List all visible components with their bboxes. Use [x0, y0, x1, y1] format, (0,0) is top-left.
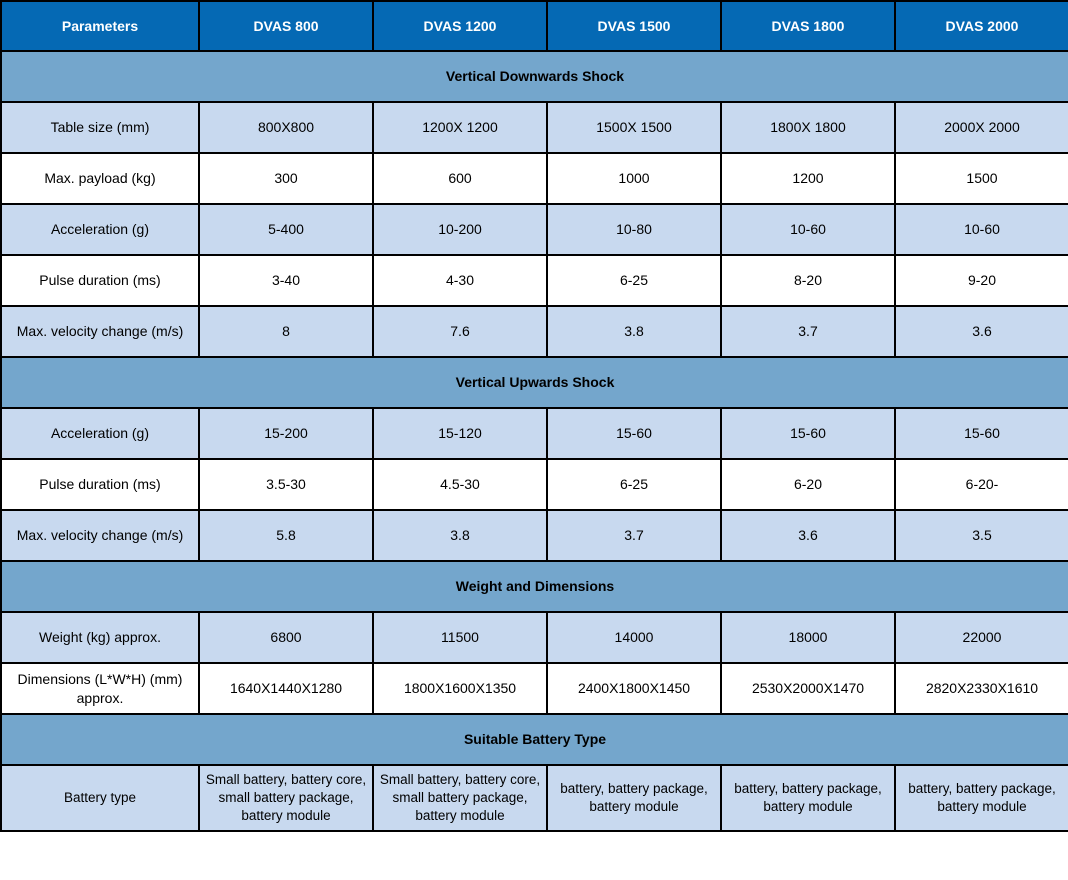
cell-value: 1000	[546, 152, 722, 205]
column-header-model: DVAS 2000	[894, 0, 1068, 52]
cell-value: 1200	[720, 152, 896, 205]
cell-value: 2530X2000X1470	[720, 662, 896, 715]
cell-value: 3.8	[372, 509, 548, 562]
cell-value: 14000	[546, 611, 722, 664]
cell-value: 22000	[894, 611, 1068, 664]
cell-value: 15-60	[546, 407, 722, 460]
cell-value: Small battery, battery core, small batte…	[372, 764, 548, 832]
row-label: Max. payload (kg)	[0, 152, 200, 205]
cell-value: 600	[372, 152, 548, 205]
table-row: Acceleration (g) 15-200 15-120 15-60 15-60 15…	[0, 407, 1068, 460]
cell-value: 15-120	[372, 407, 548, 460]
row-label: Max. velocity change (m/s)	[0, 509, 200, 562]
row-label: Dimensions (L*W*H) (mm) approx.	[0, 662, 200, 715]
cell-value: 7.6	[372, 305, 548, 358]
cell-value: 10-200	[372, 203, 548, 256]
table-row: Max. velocity change (m/s) 5.8 3.8 3.7 3.6 3.…	[0, 509, 1068, 562]
table-row: Weight (kg) approx. 6800 11500 14000 18000 22…	[0, 611, 1068, 664]
cell-value: 15-60	[720, 407, 896, 460]
cell-value: 300	[198, 152, 374, 205]
section-title: Suitable Battery Type	[0, 713, 1068, 766]
cell-value: 3-40	[198, 254, 374, 307]
cell-value: 3.6	[720, 509, 896, 562]
cell-value: 15-200	[198, 407, 374, 460]
row-label: Max. velocity change (m/s)	[0, 305, 200, 358]
cell-value: 800X800	[198, 101, 374, 154]
cell-value: 15-60	[894, 407, 1068, 460]
cell-value: 3.7	[720, 305, 896, 358]
cell-value: 1500X 1500	[546, 101, 722, 154]
cell-value: 3.7	[546, 509, 722, 562]
section-header-row: Vertical Upwards Shock	[0, 356, 1068, 409]
cell-value: battery, battery package, battery module	[546, 764, 722, 832]
cell-value: 10-80	[546, 203, 722, 256]
cell-value: 1500	[894, 152, 1068, 205]
row-label: Table size (mm)	[0, 101, 200, 154]
cell-value: 10-60	[720, 203, 896, 256]
section-header-row: Vertical Downwards Shock	[0, 50, 1068, 103]
table-row: Max. payload (kg) 300 600 1000 1200 1500	[0, 152, 1068, 205]
table-row: Dimensions (L*W*H) (mm) approx. 1640X1440…	[0, 662, 1068, 715]
section-title: Vertical Upwards Shock	[0, 356, 1068, 409]
specs-table: Parameters DVAS 800 DVAS 1200 DVAS 1500 DVAS…	[0, 0, 1068, 832]
cell-value: 2820X2330X1610	[894, 662, 1068, 715]
column-header-model: DVAS 1800	[720, 0, 896, 52]
cell-value: 6800	[198, 611, 374, 664]
row-label: Pulse duration (ms)	[0, 254, 200, 307]
cell-value: 1800X1600X1350	[372, 662, 548, 715]
cell-value: battery, battery package, battery module	[894, 764, 1068, 832]
cell-value: battery, battery package, battery module	[720, 764, 896, 832]
row-label: Acceleration (g)	[0, 203, 200, 256]
cell-value: 6-20-	[894, 458, 1068, 511]
cell-value: 9-20	[894, 254, 1068, 307]
table-row: Battery type Small battery, battery core,…	[0, 764, 1068, 832]
table-row: Table size (mm) 800X800 1200X 1200 1500X 15…	[0, 101, 1068, 154]
cell-value: 1640X1440X1280	[198, 662, 374, 715]
table-row: Max. velocity change (m/s) 8 7.6 3.8 3.7 3.6	[0, 305, 1068, 358]
table-row: Acceleration (g) 5-400 10-200 10-80 10-60 10-…	[0, 203, 1068, 256]
row-label: Pulse duration (ms)	[0, 458, 200, 511]
cell-value: Small battery, battery core, small batte…	[198, 764, 374, 832]
cell-value: 18000	[720, 611, 896, 664]
header-row: Parameters DVAS 800 DVAS 1200 DVAS 1500 DVAS…	[0, 0, 1068, 52]
cell-value: 3.8	[546, 305, 722, 358]
section-header-row: Suitable Battery Type	[0, 713, 1068, 766]
table-header: Parameters DVAS 800 DVAS 1200 DVAS 1500 DVAS…	[0, 0, 1068, 52]
cell-value: 8	[198, 305, 374, 358]
column-header-parameters: Parameters	[0, 0, 200, 52]
row-label: Battery type	[0, 764, 200, 832]
cell-value: 8-20	[720, 254, 896, 307]
cell-value: 3.6	[894, 305, 1068, 358]
column-header-model: DVAS 800	[198, 0, 374, 52]
cell-value: 6-20	[720, 458, 896, 511]
cell-value: 1200X 1200	[372, 101, 548, 154]
section-header-row: Weight and Dimensions	[0, 560, 1068, 613]
cell-value: 5-400	[198, 203, 374, 256]
row-label: Weight (kg) approx.	[0, 611, 200, 664]
cell-value: 3.5-30	[198, 458, 374, 511]
cell-value: 1800X 1800	[720, 101, 896, 154]
column-header-model: DVAS 1200	[372, 0, 548, 52]
cell-value: 5.8	[198, 509, 374, 562]
column-header-model: DVAS 1500	[546, 0, 722, 52]
table-row: Pulse duration (ms) 3.5-30 4.5-30 6-25 6-20 6…	[0, 458, 1068, 511]
cell-value: 2400X1800X1450	[546, 662, 722, 715]
section-title: Weight and Dimensions	[0, 560, 1068, 613]
cell-value: 6-25	[546, 254, 722, 307]
cell-value: 3.5	[894, 509, 1068, 562]
row-label: Acceleration (g)	[0, 407, 200, 460]
cell-value: 2000X 2000	[894, 101, 1068, 154]
cell-value: 6-25	[546, 458, 722, 511]
section-title: Vertical Downwards Shock	[0, 50, 1068, 103]
table-row: Pulse duration (ms) 3-40 4-30 6-25 8-20 9-20	[0, 254, 1068, 307]
cell-value: 10-60	[894, 203, 1068, 256]
cell-value: 4-30	[372, 254, 548, 307]
cell-value: 11500	[372, 611, 548, 664]
cell-value: 4.5-30	[372, 458, 548, 511]
table-body: Vertical Downwards Shock Table size (mm) 8…	[0, 50, 1068, 832]
